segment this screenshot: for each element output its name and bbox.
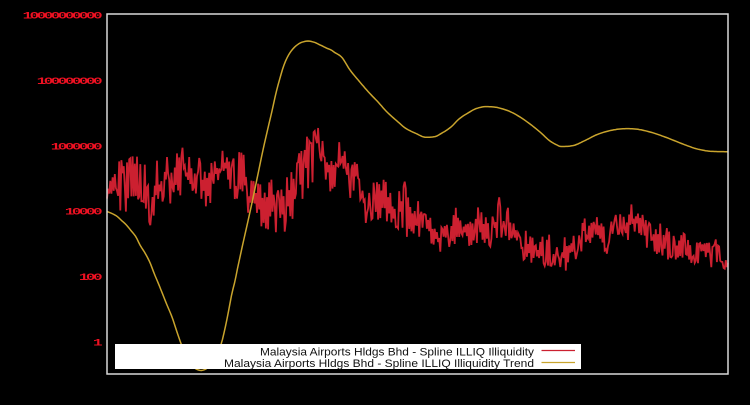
svg-text:1000000: 1000000: [51, 142, 103, 153]
svg-text:10000: 10000: [65, 207, 103, 218]
svg-text:Malaysia Airports Hldgs Bhd -: Malaysia Airports Hldgs Bhd - Spline ILL…: [224, 358, 534, 370]
svg-text:100000000: 100000000: [37, 76, 103, 87]
svg-text:Malaysia Airports Hldgs Bhd -: Malaysia Airports Hldgs Bhd - Spline ILL…: [260, 347, 535, 359]
svg-text:100: 100: [79, 273, 103, 284]
svg-text:1: 1: [93, 338, 103, 349]
svg-text:10000000000: 10000000000: [23, 11, 103, 22]
